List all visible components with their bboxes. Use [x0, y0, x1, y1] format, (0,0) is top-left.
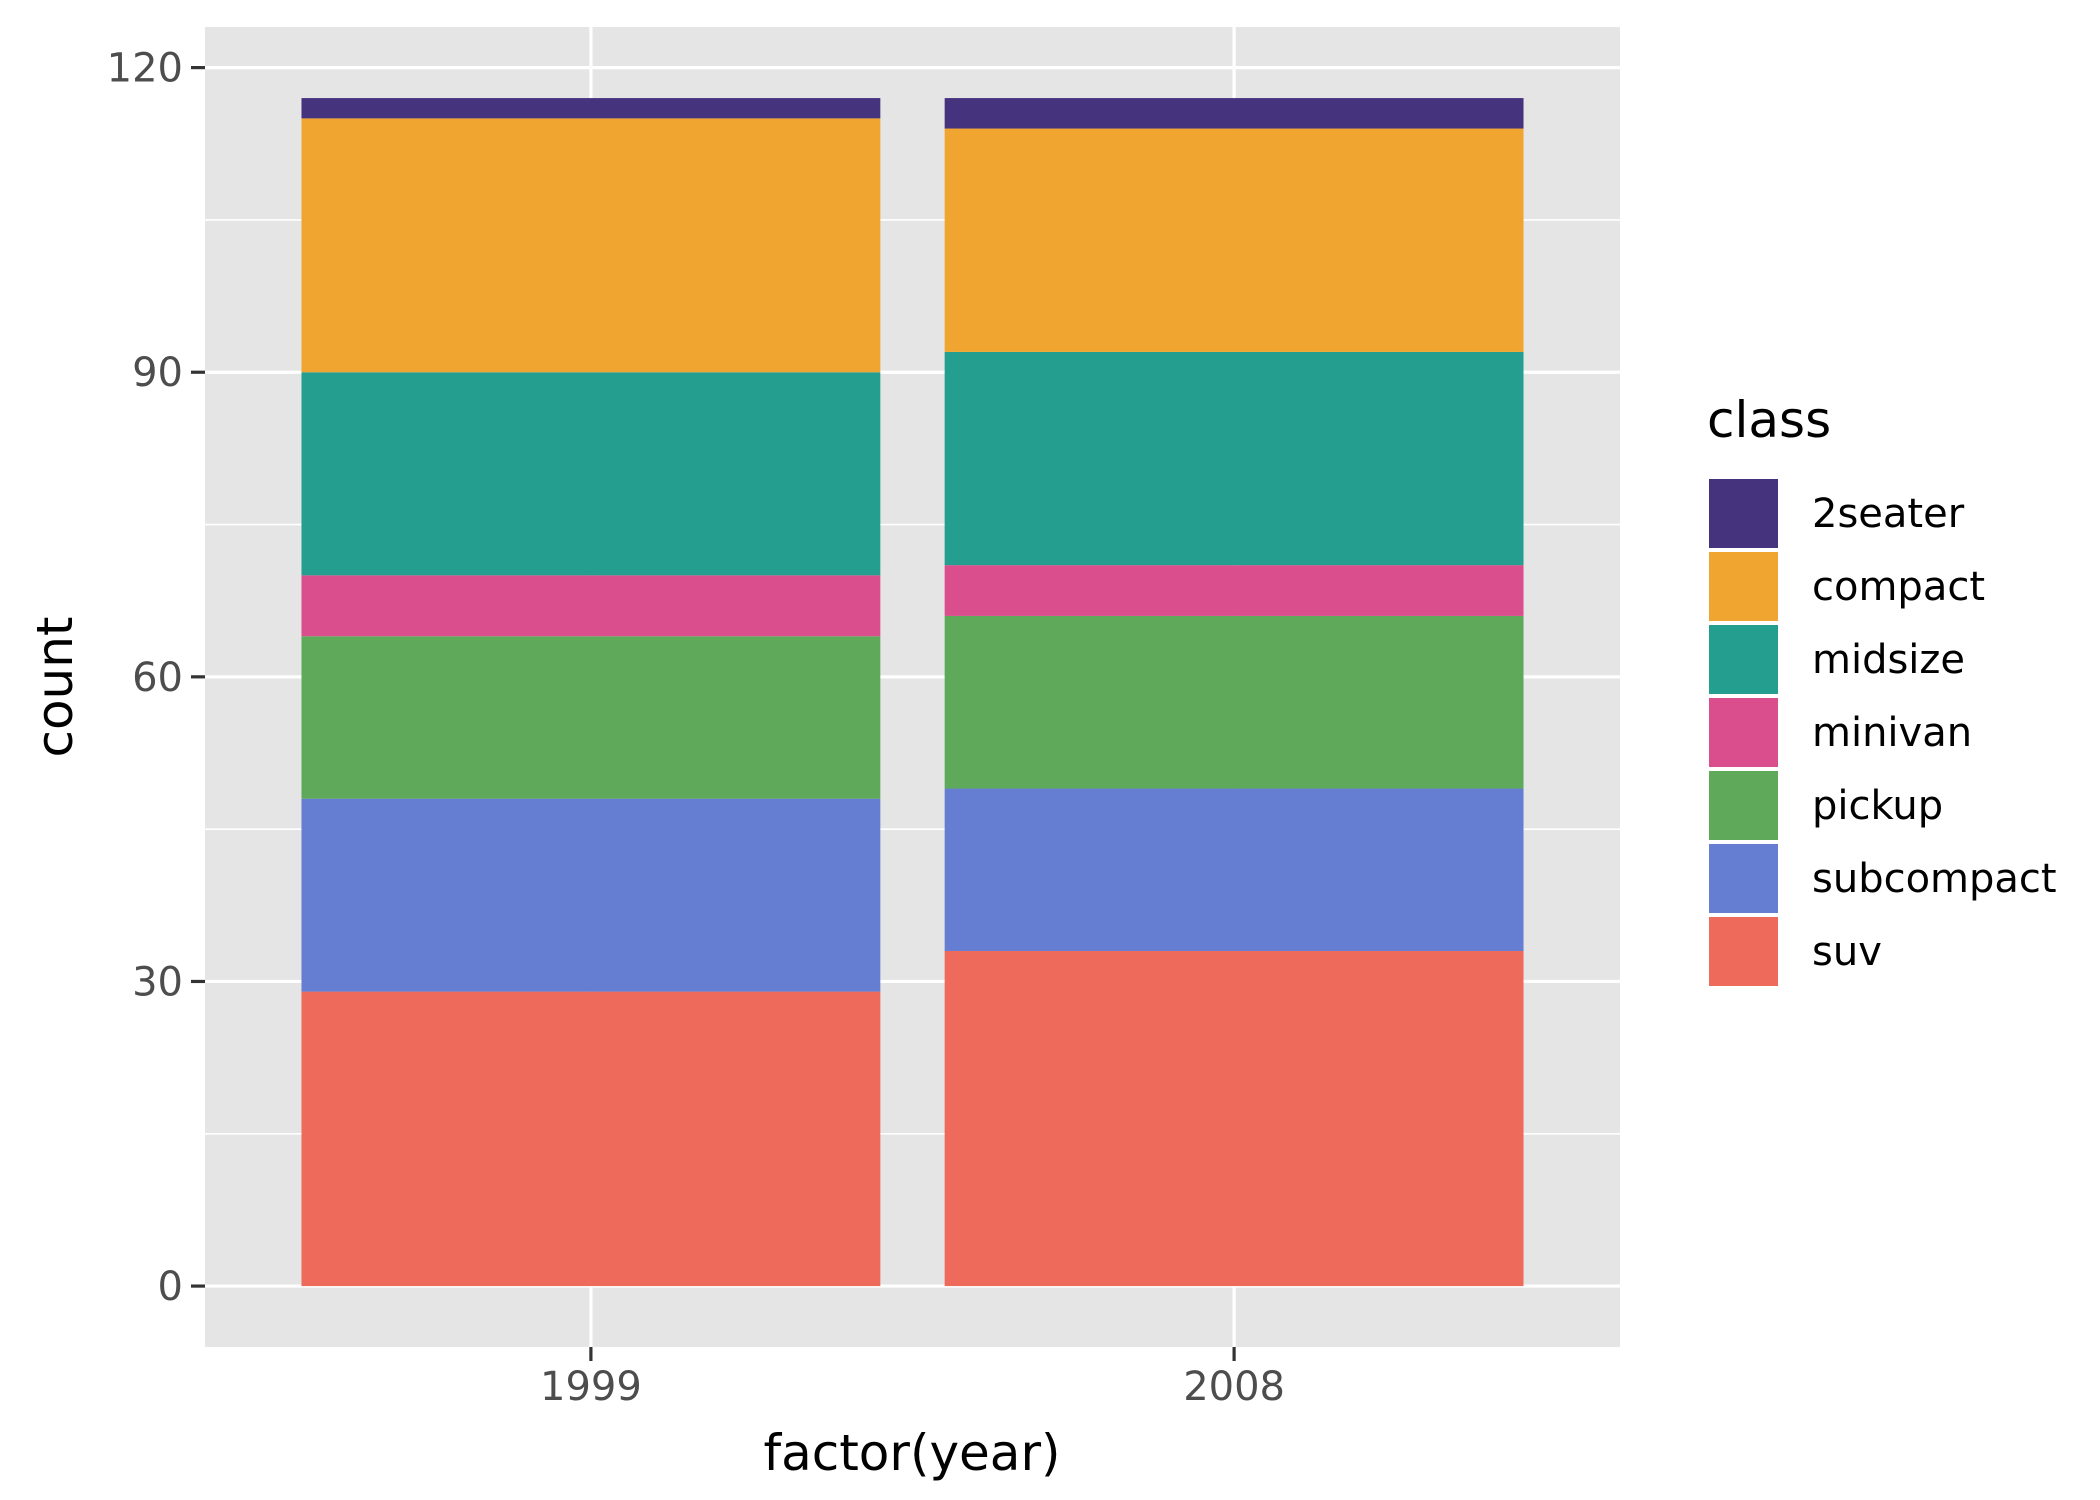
legend: class 2seater compact midsize minivan pickup… [1707, 391, 2057, 988]
y-axis-title: count [26, 616, 84, 757]
legend-label-subcompact: subcompact [1812, 856, 2057, 902]
x-axis-title: factor(year) [763, 1424, 1060, 1482]
bar-segment-2seater-2008 [944, 98, 1524, 129]
y-axis: 0 30 60 90 120 [107, 46, 205, 1310]
legend-swatch-minivan [1709, 698, 1778, 767]
x-axis: 1999 2008 [540, 1347, 1285, 1410]
legend-label-midsize: midsize [1812, 637, 1965, 683]
y-tick-label: 120 [107, 46, 183, 92]
y-tick-label: 60 [132, 655, 183, 701]
bar-stacks [301, 98, 1524, 1287]
legend-label-minivan: minivan [1812, 710, 1972, 756]
legend-title: class [1707, 391, 1831, 449]
bar-segment-midsize-1999 [301, 372, 881, 576]
y-tick-label: 0 [158, 1264, 183, 1310]
legend-swatch-2seater [1709, 479, 1778, 548]
legend-label-suv: suv [1812, 929, 1882, 975]
bar-segment-compact-2008 [944, 128, 1524, 352]
x-tick-label: 1999 [540, 1364, 642, 1410]
legend-label-pickup: pickup [1812, 783, 1943, 829]
bar-segment-suv-2008 [944, 951, 1524, 1287]
bar-segment-minivan-2008 [944, 565, 1524, 616]
bar-segment-minivan-1999 [301, 575, 881, 637]
bar-segment-midsize-2008 [944, 351, 1524, 566]
x-tick-label: 2008 [1183, 1364, 1285, 1410]
legend-swatch-compact [1709, 552, 1778, 621]
legend-swatch-midsize [1709, 625, 1778, 694]
bar-segment-subcompact-2008 [944, 788, 1524, 951]
bar-segment-pickup-1999 [301, 636, 881, 799]
legend-swatch-suv [1709, 917, 1778, 986]
legend-swatch-subcompact [1709, 844, 1778, 913]
bar-segment-2seater-1999 [301, 98, 881, 119]
y-tick-label: 90 [132, 350, 183, 396]
legend-label-2seater: 2seater [1812, 491, 1965, 537]
y-tick-label: 30 [132, 959, 183, 1005]
bar-segment-subcompact-1999 [301, 798, 881, 992]
bar-segment-suv-1999 [301, 991, 881, 1287]
legend-items: 2seater compact midsize minivan pickup subcom… [1707, 477, 2057, 988]
legend-swatch-pickup [1709, 771, 1778, 840]
bar-segment-compact-1999 [301, 118, 881, 373]
legend-label-compact: compact [1812, 564, 1985, 610]
bar-segment-pickup-2008 [944, 615, 1524, 789]
